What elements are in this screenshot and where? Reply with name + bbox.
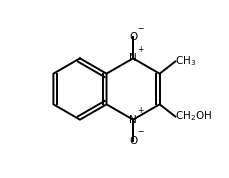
Text: CH$_2$OH: CH$_2$OH — [175, 110, 211, 124]
Text: N: N — [129, 53, 136, 63]
Text: +: + — [137, 45, 143, 54]
Text: CH$_3$: CH$_3$ — [175, 54, 196, 68]
Text: +: + — [137, 106, 143, 115]
Text: −: − — [137, 127, 143, 136]
Text: −: − — [137, 24, 143, 33]
Text: O: O — [128, 32, 136, 42]
Text: N: N — [129, 115, 136, 125]
Text: O: O — [128, 136, 136, 146]
